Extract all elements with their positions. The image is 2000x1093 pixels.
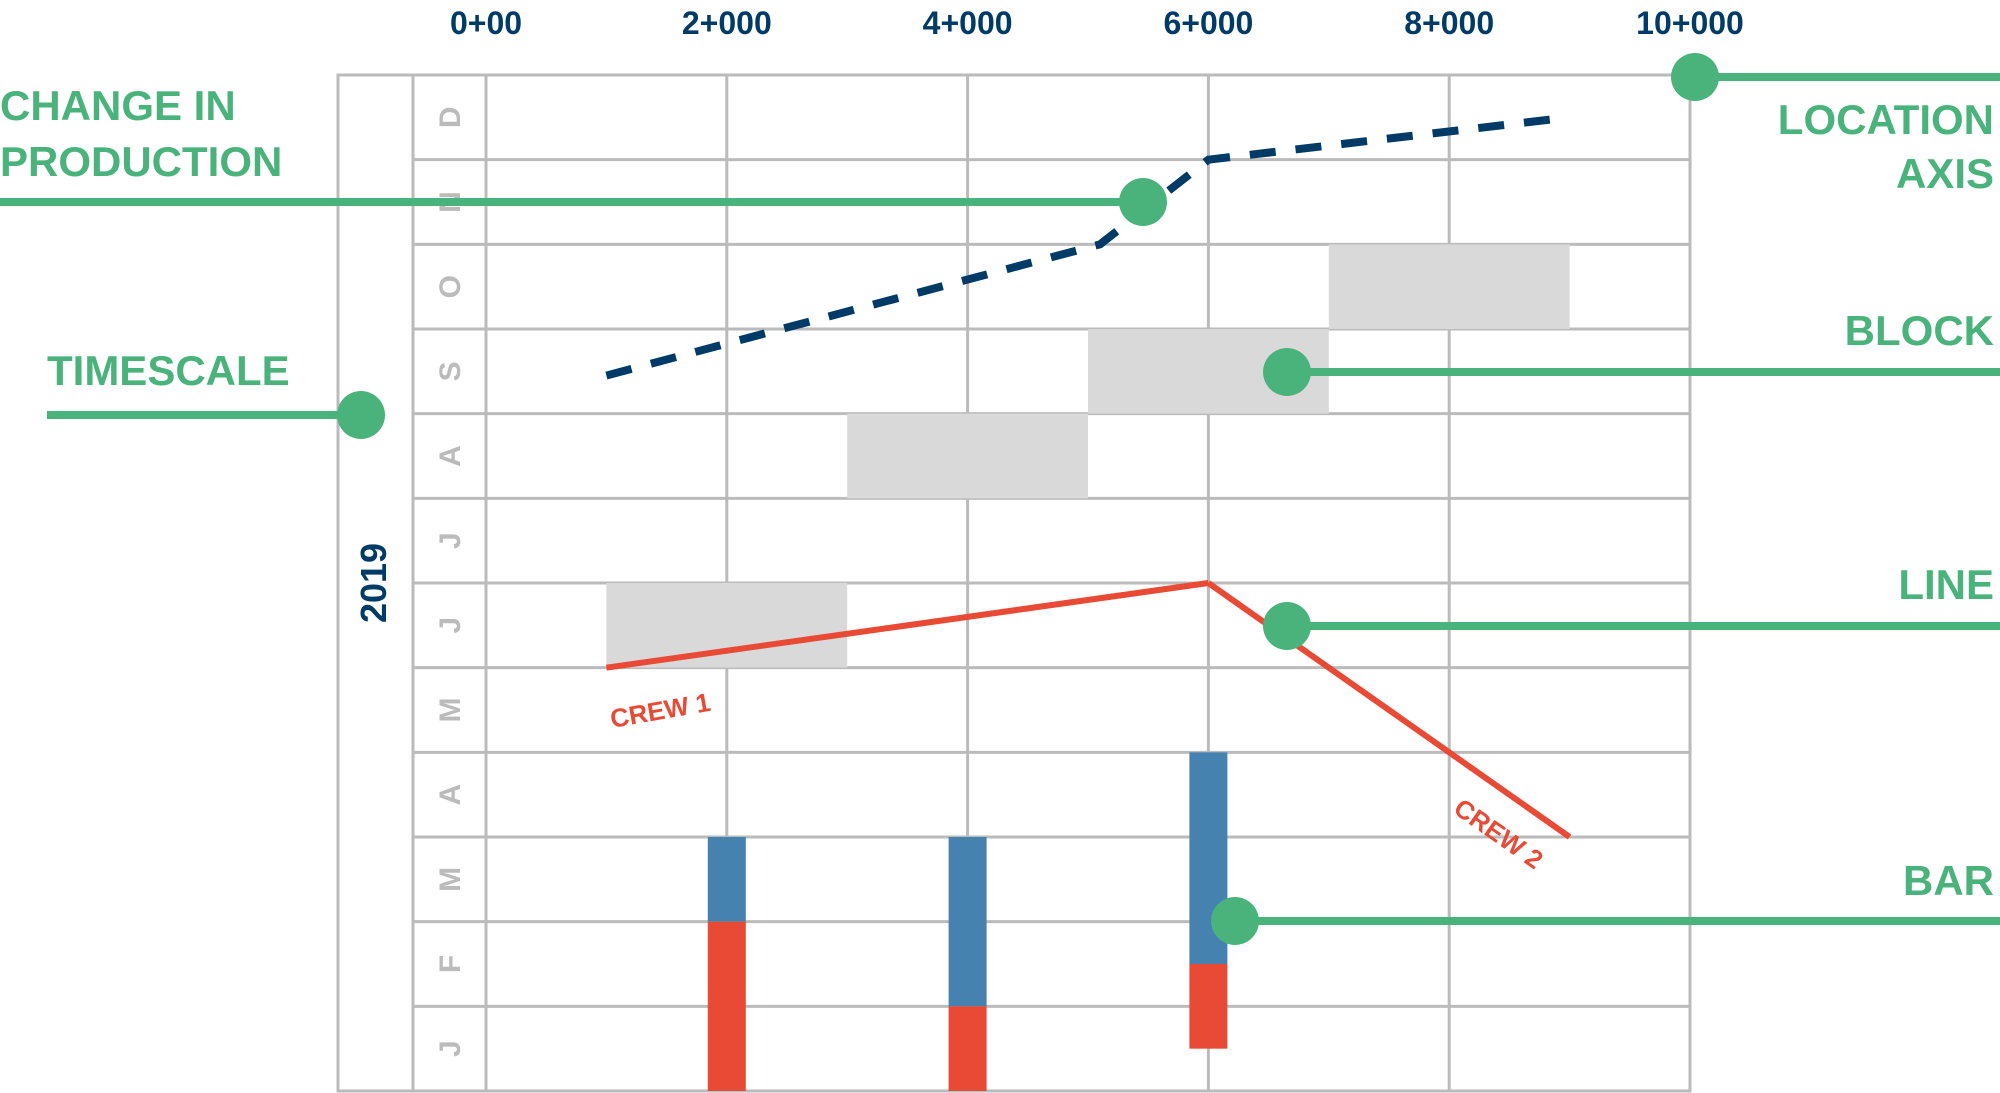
month-label: M xyxy=(434,867,467,892)
callout-location-axis-2: AXIS xyxy=(1896,150,1994,197)
callout-location-axis-1: LOCATION xyxy=(1778,96,1994,143)
location-tick-label: 6+000 xyxy=(1163,5,1253,41)
year-label: 2019 xyxy=(353,543,394,623)
crew-line xyxy=(605,580,1209,671)
grid xyxy=(336,73,1692,1093)
month-label: J xyxy=(434,617,467,634)
month-label: S xyxy=(434,361,467,381)
callout-dot-block xyxy=(1263,348,1311,396)
crew-label: CREW 1 xyxy=(608,687,713,734)
bar-bottom-segment xyxy=(1189,964,1228,1049)
callout-dot-timescale xyxy=(337,391,385,439)
callout-dot-bar xyxy=(1211,897,1259,945)
location-tick-label: 4+000 xyxy=(923,5,1013,41)
month-label: O xyxy=(434,275,467,298)
marks xyxy=(605,113,1572,1091)
crew-line xyxy=(1206,580,1572,840)
bar-top-segment xyxy=(707,837,746,922)
callout-change-in-production-1: CHANGE IN xyxy=(0,82,236,129)
month-label: D xyxy=(434,106,467,128)
location-tick-label: 2+000 xyxy=(682,5,772,41)
callout-dot-location-axis xyxy=(1671,53,1719,101)
callout-change-in-production-2: PRODUCTION xyxy=(0,138,282,185)
block xyxy=(847,413,1088,499)
month-label: A xyxy=(434,784,467,806)
location-tick-label: 8+000 xyxy=(1404,5,1494,41)
labels: 0+00 2+000 4+000 6+000 8+000 10+000 J F M A M J J A S O… xyxy=(353,5,1744,1057)
month-label: J xyxy=(434,532,467,549)
callout-bar: BAR xyxy=(1903,857,1994,904)
crew-label: CREW 2 xyxy=(1449,792,1549,875)
bar-bottom-segment xyxy=(707,921,746,1091)
callout-timescale: TIMESCALE xyxy=(47,347,290,394)
month-label: F xyxy=(434,955,467,973)
location-tick-label: 0+00 xyxy=(450,5,522,41)
callouts: CHANGE IN PRODUCTION TIMESCALE LOCATION … xyxy=(0,53,2000,945)
month-label: A xyxy=(434,445,467,467)
location-tick-label: 10+000 xyxy=(1636,5,1744,41)
month-label: M xyxy=(434,698,467,723)
block xyxy=(1328,244,1570,329)
callout-dot-line xyxy=(1263,602,1311,650)
bar-top-segment xyxy=(948,837,987,1007)
callout-dot-change-in-production xyxy=(1119,178,1167,226)
block xyxy=(606,583,848,668)
callout-block: BLOCK xyxy=(1845,307,1994,354)
change-in-production-dashed-line xyxy=(605,113,1571,380)
callout-line: LINE xyxy=(1898,561,1994,608)
month-label: J xyxy=(434,1040,467,1057)
bar-bottom-segment xyxy=(948,1006,987,1091)
